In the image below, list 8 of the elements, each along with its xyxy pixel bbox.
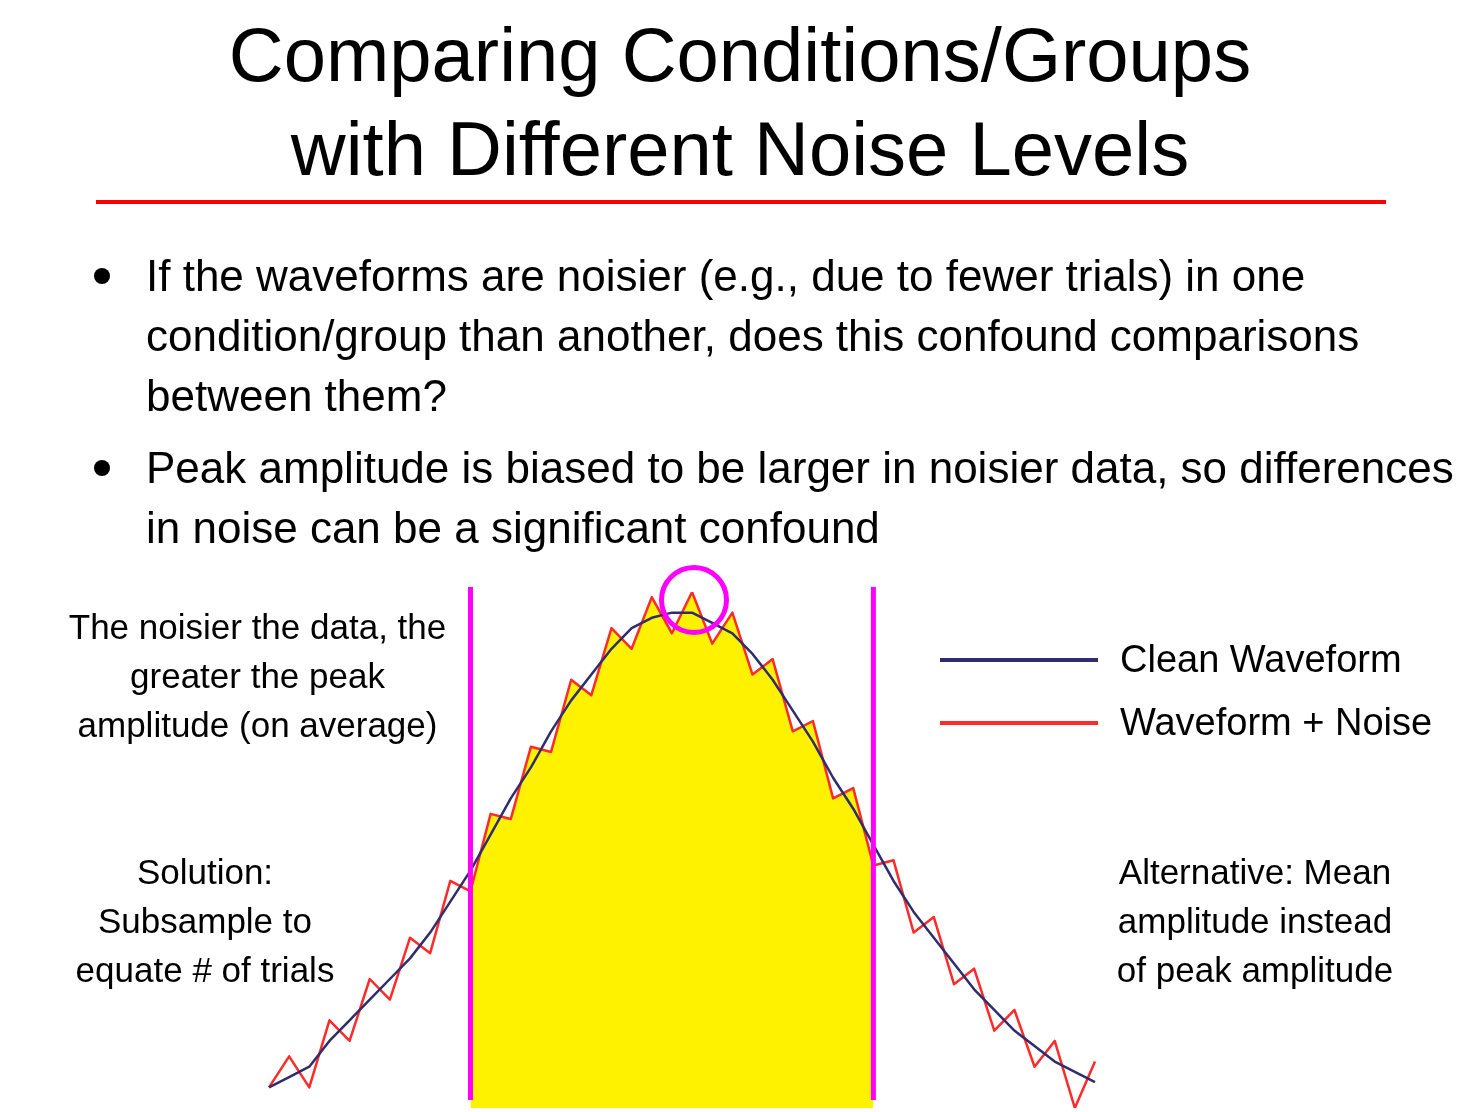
annotation: Solution: Subsample to equate # of trials	[74, 851, 336, 991]
text: Peak amplitude is biased to be larger in noisier data, so differences in noise can be a significant confound	[145, 442, 1455, 554]
text: If the waveforms are noisier (e.g., due to fewer trials) in one condition/group than another, does this confound comparisons between them?	[145, 250, 1361, 422]
text: Alternative: Mean amplitude instead of peak amplitude	[1115, 851, 1395, 991]
chart-title: Comparing Conditions/Groups with Different Noise Levels	[227, 11, 1253, 193]
legend-label: Waveform + Noise	[1120, 701, 1433, 744]
annotation: The noisier the data, the greater the peak amplitude (on average)	[67, 606, 448, 746]
legend-label: Clean Waveform	[1120, 638, 1402, 681]
